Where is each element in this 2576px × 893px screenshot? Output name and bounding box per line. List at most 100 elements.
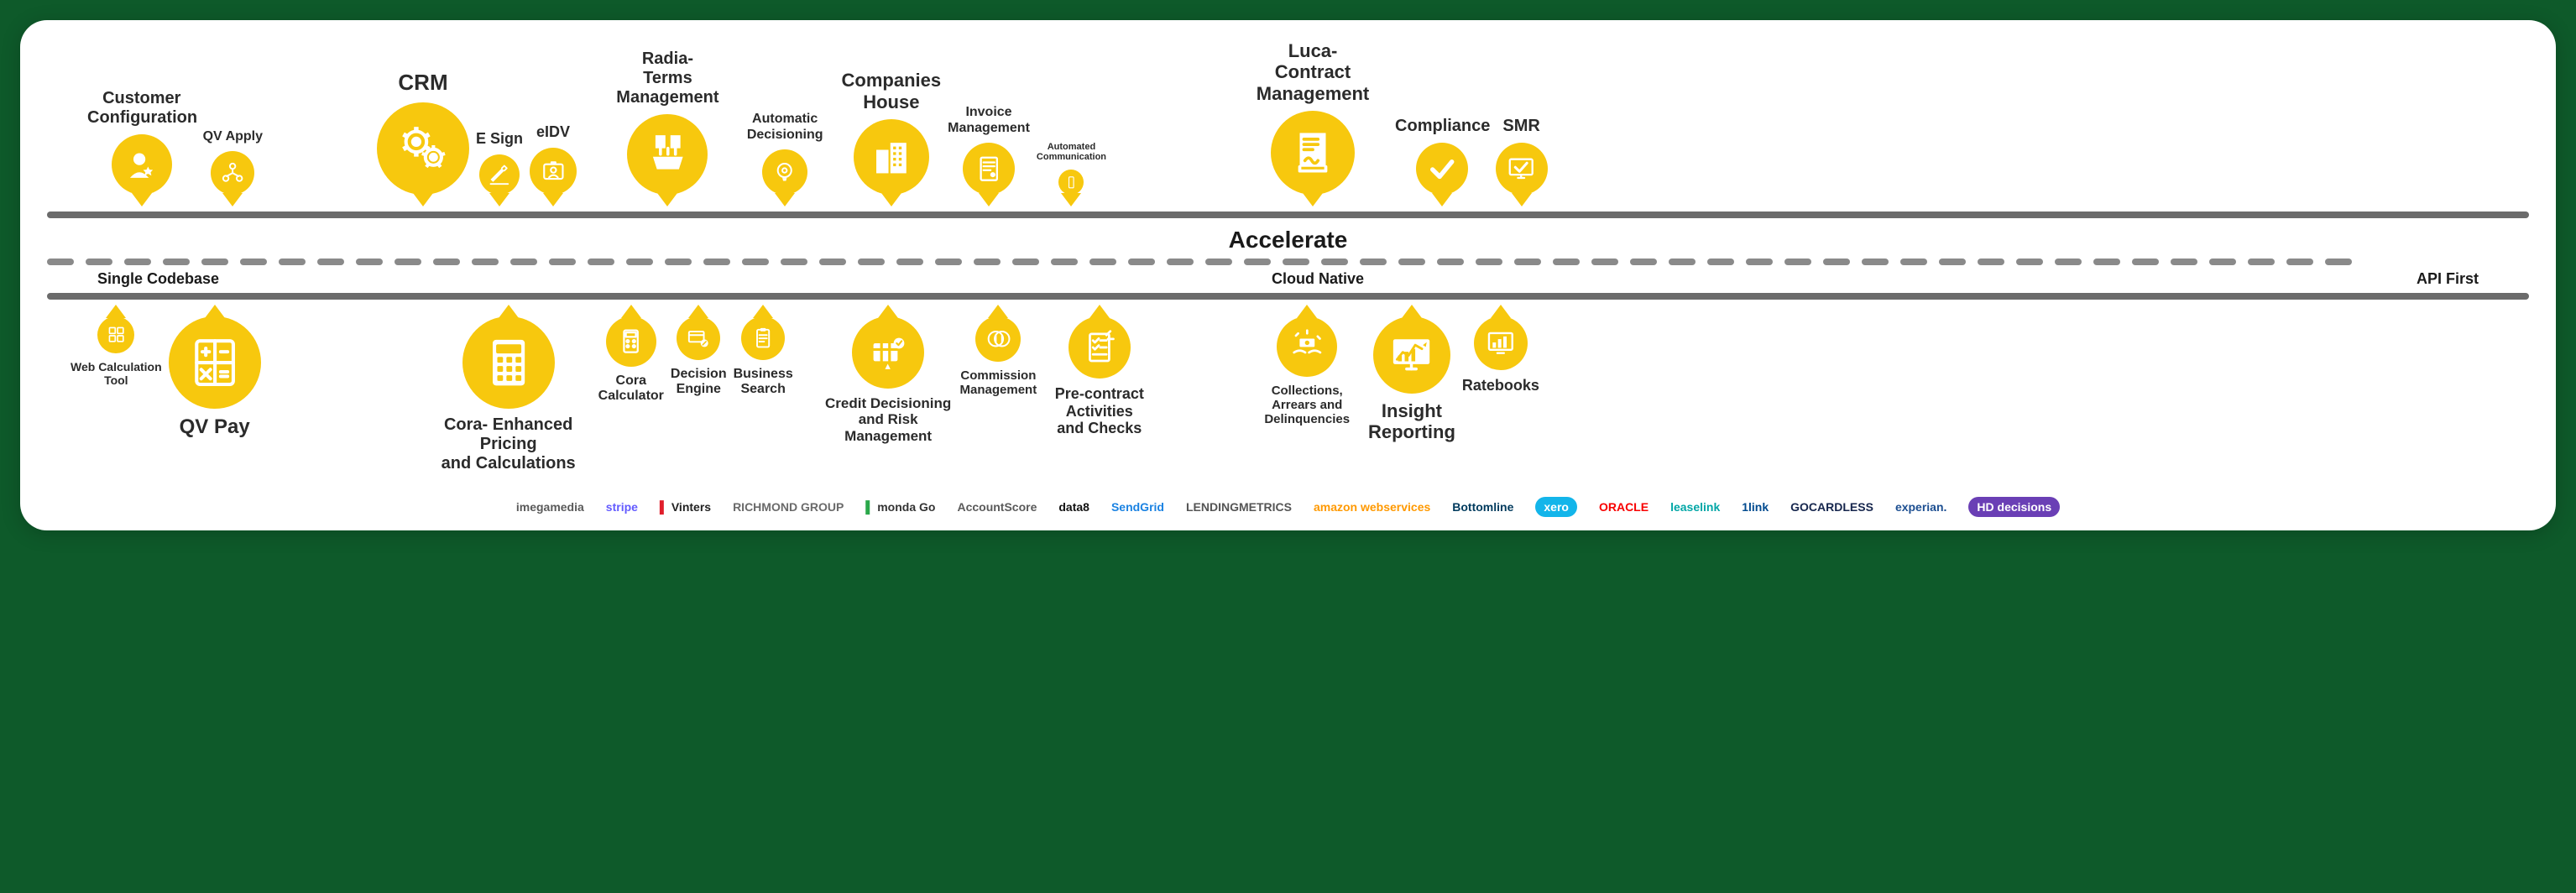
- grid4-icon: [97, 316, 134, 353]
- calc-small-icon: [606, 316, 656, 367]
- pin-label: QV Apply: [203, 129, 263, 144]
- partner-logo: 1link: [1742, 500, 1769, 514]
- invoice-icon: [963, 143, 1015, 195]
- partner-logo: AccountScore: [957, 500, 1037, 514]
- pin-label: QV Pay: [180, 415, 250, 439]
- partner-logo: SendGrid: [1111, 500, 1164, 514]
- feature-pin: AutomaticDecisioning: [747, 112, 823, 195]
- partner-logo: leaselink: [1670, 500, 1720, 514]
- partner-logo: experian.: [1895, 500, 1946, 514]
- feature-pin: QV Pay: [169, 316, 261, 439]
- feature-pin: Web CalculationTool: [71, 316, 162, 387]
- bulb-gear-icon: [762, 149, 807, 195]
- chart-monitor-icon: [1373, 316, 1450, 394]
- infographic-card: CustomerConfiguration QV Apply CRM E Sign eI…: [20, 20, 2556, 530]
- mid-labels: Single Codebase Cloud Native API First: [97, 270, 2479, 288]
- pin-label: eIDV: [536, 123, 570, 141]
- feature-pin: E Sign: [476, 130, 523, 195]
- partner-logo: Bottomline: [1452, 500, 1513, 514]
- feature-pin: AutomatedCommunication: [1037, 142, 1106, 195]
- checklist-icon: [1069, 316, 1131, 379]
- pin-label: CoraCalculator: [598, 373, 664, 405]
- pin-label: Web CalculationTool: [71, 360, 162, 387]
- pin-label: CommissionManagement: [960, 368, 1037, 398]
- pin-label: Credit Decisioning and RiskManagement: [823, 395, 954, 445]
- partner-logo: data8: [1058, 500, 1089, 514]
- phone-icon: [1058, 170, 1084, 195]
- pen-icon: [479, 154, 520, 195]
- pin-label: CRM: [398, 70, 447, 96]
- risk-grid-icon: [852, 316, 924, 389]
- mid-label-center: Cloud Native: [1272, 270, 1364, 288]
- pin-label: E Sign: [476, 130, 523, 148]
- feature-pin: SMR: [1496, 117, 1548, 195]
- pin-label: Ratebooks: [1462, 377, 1539, 394]
- gears-icon: [377, 102, 469, 195]
- pin-label: Cora- Enhanced Pricingand Calculations: [426, 415, 592, 473]
- partner-logo: LENDINGMETRICS: [1186, 500, 1292, 514]
- top-lane: CustomerConfiguration QV Apply CRM E Sign eI…: [47, 40, 2529, 218]
- title: Accelerate: [47, 227, 2529, 253]
- feature-pin: InvoiceManagement: [948, 105, 1030, 195]
- feature-pin: DecisionEngine: [671, 316, 727, 398]
- feature-pin: CoraCalculator: [598, 316, 664, 405]
- pin-label: BusinessSearch: [734, 367, 793, 398]
- contract-icon: [1271, 111, 1355, 195]
- feature-pin: Luca-Contract Management: [1237, 40, 1388, 195]
- bottom-lane: Web CalculationTool QV Pay Cora- Enhanced …: [47, 293, 2529, 473]
- buildings-icon: [854, 119, 929, 195]
- pin-label: Radia-Terms Management: [595, 50, 740, 107]
- partner-logo: xero: [1535, 497, 1577, 517]
- feature-pin: InsightReporting: [1368, 316, 1455, 443]
- pin-label: CustomerConfiguration: [87, 89, 196, 128]
- feature-pin: Ratebooks: [1462, 316, 1539, 394]
- partner-logo: HD decisions: [1968, 497, 2060, 517]
- pin-label: AutomaticDecisioning: [747, 112, 823, 143]
- clipboard-icon: [741, 316, 785, 360]
- feature-pin: Compliance: [1395, 117, 1489, 195]
- pin-label: InvoiceManagement: [948, 105, 1030, 136]
- calculator-buttons-icon: [462, 316, 555, 409]
- mid-label-right: API First: [2417, 270, 2479, 288]
- money-hands-icon: [1277, 316, 1337, 377]
- pin-label: InsightReporting: [1368, 400, 1455, 443]
- partner-logo: stripe: [606, 500, 638, 514]
- pin-label: Pre-contract Activitiesand Checks: [1043, 385, 1155, 437]
- feature-pin: CustomerConfiguration: [87, 89, 196, 195]
- top-line: [47, 212, 2529, 218]
- feature-pin: Cora- Enhanced Pricingand Calculations: [426, 316, 592, 473]
- feature-pin: Radia-Terms Management: [595, 50, 740, 195]
- feature-pin: eIDV: [530, 123, 577, 195]
- partner-logo: GOCARDLESS: [1790, 500, 1873, 514]
- feature-pin: CommissionManagement: [960, 316, 1037, 398]
- coins-icon: [975, 316, 1021, 362]
- pin-label: DecisionEngine: [671, 367, 727, 398]
- bars-monitor-icon: [1474, 316, 1528, 370]
- partner-logo: ▌Vinters: [660, 500, 711, 514]
- pin-label: CompaniesHouse: [842, 70, 942, 112]
- feature-pin: Pre-contract Activitiesand Checks: [1043, 316, 1155, 437]
- id-card-icon: [530, 148, 577, 195]
- org-icon: [211, 151, 254, 195]
- dashed-line: [47, 258, 2529, 265]
- partner-logo: RICHMOND GROUP: [733, 500, 844, 514]
- pin-label: SMR: [1502, 117, 1539, 136]
- check-icon: [1416, 143, 1468, 195]
- feature-pin: Credit Decisioning and RiskManagement: [823, 316, 954, 445]
- partner-logos: imegamediastripe▌VintersRICHMOND GROUP▌m…: [47, 497, 2529, 517]
- pin-label: AutomatedCommunication: [1037, 142, 1106, 163]
- card-pencil-icon: [677, 316, 720, 360]
- feature-pin: Collections, Arrears andDelinquencies: [1252, 316, 1361, 427]
- partner-logo: ORACLE: [1599, 500, 1649, 514]
- docs-box-icon: [627, 114, 708, 195]
- pin-label: Luca-Contract Management: [1237, 40, 1388, 104]
- feature-pin: QV Apply: [203, 129, 263, 195]
- calculator-big-icon: [169, 316, 261, 409]
- bottom-line: [47, 293, 2529, 300]
- mid-label-left: Single Codebase: [97, 270, 219, 288]
- user-star-icon: [112, 134, 172, 195]
- pin-label: Collections, Arrears andDelinquencies: [1252, 384, 1361, 427]
- feature-pin: CRM: [377, 70, 469, 195]
- monitor-check-icon: [1496, 143, 1548, 195]
- pin-label: Compliance: [1395, 117, 1489, 136]
